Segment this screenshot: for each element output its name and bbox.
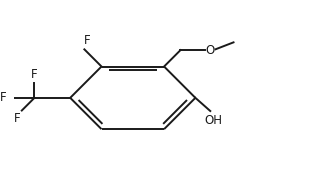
Text: OH: OH	[204, 114, 222, 127]
Text: F: F	[14, 112, 20, 125]
Text: F: F	[84, 34, 91, 47]
Text: F: F	[0, 91, 7, 104]
Text: F: F	[31, 68, 38, 81]
Text: O: O	[206, 44, 215, 57]
